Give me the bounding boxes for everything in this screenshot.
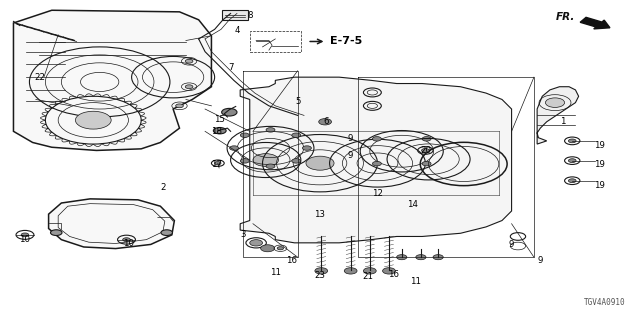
- Text: 11: 11: [410, 276, 421, 285]
- Circle shape: [422, 137, 431, 141]
- Circle shape: [240, 133, 249, 138]
- Text: 6: 6: [324, 117, 329, 126]
- Circle shape: [175, 104, 183, 108]
- Text: 21: 21: [362, 272, 373, 281]
- Circle shape: [123, 238, 131, 242]
- Text: 16: 16: [286, 256, 297, 265]
- Circle shape: [319, 119, 332, 125]
- Circle shape: [397, 255, 407, 260]
- Circle shape: [315, 268, 328, 274]
- Text: 8: 8: [247, 12, 253, 20]
- Text: 1: 1: [560, 117, 565, 126]
- Circle shape: [253, 154, 278, 166]
- Text: 2: 2: [161, 183, 166, 192]
- Text: 10: 10: [19, 235, 31, 244]
- Text: 14: 14: [407, 200, 418, 209]
- Circle shape: [260, 245, 275, 252]
- FancyArrow shape: [580, 17, 610, 29]
- Circle shape: [292, 133, 301, 138]
- Text: 7: 7: [228, 63, 234, 72]
- Circle shape: [344, 268, 357, 274]
- Circle shape: [51, 230, 62, 236]
- FancyBboxPatch shape: [221, 10, 248, 20]
- Text: E-7-5: E-7-5: [330, 36, 362, 46]
- Circle shape: [277, 247, 284, 250]
- Polygon shape: [537, 87, 579, 144]
- Circle shape: [292, 159, 301, 163]
- Text: 18: 18: [211, 127, 222, 136]
- Polygon shape: [240, 77, 511, 243]
- Text: 23: 23: [314, 271, 326, 280]
- Circle shape: [568, 159, 576, 163]
- Polygon shape: [49, 199, 174, 249]
- Circle shape: [568, 139, 576, 143]
- Circle shape: [76, 111, 111, 129]
- Circle shape: [422, 161, 431, 166]
- Text: 10: 10: [123, 239, 134, 248]
- Polygon shape: [13, 10, 211, 150]
- Circle shape: [250, 240, 262, 246]
- Text: 4: 4: [234, 27, 240, 36]
- Circle shape: [213, 127, 226, 134]
- Text: FR.: FR.: [556, 12, 575, 22]
- Circle shape: [303, 146, 312, 150]
- Circle shape: [230, 146, 239, 150]
- Text: 9: 9: [348, 151, 353, 160]
- Circle shape: [568, 179, 576, 183]
- Circle shape: [21, 233, 29, 237]
- Circle shape: [185, 85, 193, 89]
- Text: 17: 17: [211, 160, 222, 169]
- Circle shape: [306, 156, 334, 170]
- Text: 19: 19: [595, 181, 605, 190]
- Text: 9: 9: [538, 256, 543, 265]
- Circle shape: [214, 162, 221, 165]
- Circle shape: [372, 161, 381, 166]
- Circle shape: [364, 268, 376, 274]
- Text: 9: 9: [348, 134, 353, 143]
- Text: 19: 19: [595, 141, 605, 150]
- Text: 5: 5: [295, 97, 300, 106]
- Text: 12: 12: [372, 189, 383, 198]
- Circle shape: [240, 159, 249, 163]
- Text: 15: 15: [214, 115, 225, 124]
- Circle shape: [185, 59, 193, 63]
- Text: 22: 22: [35, 73, 46, 82]
- Text: 3: 3: [241, 230, 246, 239]
- Circle shape: [266, 164, 275, 168]
- Circle shape: [266, 128, 275, 132]
- Circle shape: [545, 98, 564, 108]
- Circle shape: [416, 255, 426, 260]
- Circle shape: [383, 268, 396, 274]
- Text: 11: 11: [270, 268, 281, 277]
- Circle shape: [221, 108, 237, 116]
- Circle shape: [433, 255, 444, 260]
- Text: TGV4A0910: TGV4A0910: [584, 298, 625, 307]
- Text: 19: 19: [595, 160, 605, 169]
- Circle shape: [372, 137, 381, 141]
- Text: 13: 13: [314, 210, 326, 219]
- Text: 16: 16: [388, 270, 399, 279]
- Circle shape: [422, 148, 429, 152]
- Text: 20: 20: [420, 146, 431, 155]
- Text: 9: 9: [509, 240, 515, 249]
- Circle shape: [161, 230, 173, 236]
